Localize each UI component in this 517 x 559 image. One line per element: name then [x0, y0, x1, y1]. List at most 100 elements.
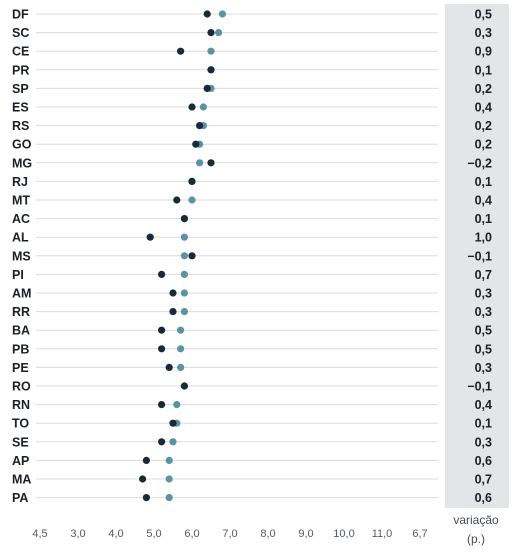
dark-point: [169, 419, 177, 427]
dark-point: [207, 28, 215, 37]
dark-point: [180, 382, 188, 390]
dark-point: [146, 233, 154, 241]
state-label: TO: [12, 417, 29, 431]
light-point: [207, 47, 215, 55]
variation-label: 0,2: [475, 138, 492, 152]
x-tick-label: 10,0: [333, 528, 354, 540]
variation-label: 0,1: [475, 175, 492, 189]
x-tick-label: 6,0: [184, 528, 199, 540]
dark-point: [188, 177, 196, 185]
state-label: MS: [12, 249, 31, 263]
state-label: MG: [12, 156, 32, 170]
dark-point: [169, 289, 177, 297]
x-axis-ticks: 4,5 3,0 4,0 5,0 6,0 7,0 8,0 9,0 10,0 11,0 6,7: [32, 528, 427, 540]
dark-point: [207, 66, 215, 74]
variation-label: 0,6: [475, 491, 492, 505]
variation-label: −0,2: [467, 156, 492, 170]
x-tick-label: 11,0: [372, 528, 393, 540]
dark-point: [192, 140, 200, 148]
variation-label: 0,6: [475, 454, 492, 468]
variation-label: 0,9: [475, 45, 492, 59]
dark-point: [203, 84, 211, 92]
light-point: [180, 289, 188, 297]
variation-label: 0,3: [475, 361, 492, 375]
dark-point: [203, 10, 211, 18]
state-label: SC: [12, 26, 29, 40]
state-label: RR: [12, 305, 30, 319]
state-label: AL: [12, 231, 29, 245]
x-tick-label: 6,7: [412, 528, 427, 540]
light-point: [173, 401, 181, 409]
state-label: RN: [12, 398, 30, 412]
light-point: [165, 456, 173, 464]
state-label: AM: [12, 287, 31, 301]
dark-point: [196, 122, 204, 130]
dark-point: [177, 47, 185, 55]
variation-label: 0,4: [475, 194, 492, 208]
state-label: PR: [12, 63, 29, 77]
dark-point: [188, 252, 196, 260]
state-label: MT: [12, 194, 30, 208]
dark-point: [158, 345, 166, 353]
state-label: GO: [12, 138, 32, 152]
light-point: [180, 233, 188, 241]
state-labels: DF SC CE PR SP ES RS GO MG RJ MT AC AL MS PI AM RR BA PB PE…: [12, 8, 32, 506]
variation-panel: [445, 4, 509, 508]
variation-label: 0,3: [475, 305, 492, 319]
variation-labels: 0,5 0,3 0,9 0,1 0,2 0,4 0,2 0,2 −0,2 0,1 0,4 0,1 1,0…: [467, 8, 492, 506]
data-points: [139, 10, 226, 502]
light-point: [218, 10, 226, 18]
state-label: RS: [12, 119, 29, 133]
dark-point: [180, 215, 188, 223]
x-tick-label: 8,0: [260, 528, 275, 540]
variation-label: 0,5: [475, 324, 492, 338]
x-tick-label: 7,0: [222, 528, 237, 540]
light-point: [165, 475, 173, 483]
state-label: BA: [12, 324, 30, 338]
state-label: CE: [12, 45, 29, 59]
variation-label: 0,5: [475, 8, 492, 22]
variation-label: −0,1: [467, 380, 492, 394]
state-label: PA: [12, 491, 28, 505]
variation-label: 0,1: [475, 212, 492, 226]
light-point: [196, 159, 204, 167]
state-label: DF: [12, 8, 29, 22]
variation-label: −0,1: [467, 249, 492, 263]
row-gridlines: [36, 13, 438, 499]
x-tick-label: 4,5: [32, 528, 47, 540]
dark-point: [169, 308, 177, 316]
dark-point: [142, 494, 150, 502]
light-point: [177, 363, 185, 371]
dark-point: [158, 270, 166, 278]
light-point: [165, 494, 173, 502]
dark-point: [158, 438, 166, 446]
variation-label: 0,4: [475, 101, 492, 115]
variation-label: 0,2: [475, 82, 492, 96]
state-label: PI: [12, 268, 24, 282]
dark-point: [173, 196, 181, 204]
variation-label: 0,3: [475, 26, 492, 40]
variation-label: 0,1: [475, 63, 492, 77]
state-label: RO: [12, 380, 31, 394]
dark-point: [188, 103, 196, 111]
state-label: AP: [12, 454, 29, 468]
dark-point: [158, 401, 166, 409]
light-point: [180, 270, 188, 278]
variation-label: 0,4: [475, 398, 492, 412]
x-tick-label: 5,0: [146, 528, 161, 540]
variation-label: 1,0: [475, 231, 492, 245]
dark-point: [165, 363, 173, 371]
dark-point: [158, 326, 166, 334]
state-label: PB: [12, 342, 29, 356]
light-point: [177, 326, 185, 334]
state-label: SE: [12, 435, 29, 449]
dark-point: [142, 456, 150, 464]
x-tick-label: 4,0: [108, 528, 123, 540]
x-tick-label: 3,0: [70, 528, 85, 540]
variation-label: 0,1: [475, 417, 492, 431]
light-point: [180, 308, 188, 316]
variation-label: 0,3: [475, 287, 492, 301]
state-label: SP: [12, 82, 29, 96]
dark-point: [139, 475, 147, 483]
